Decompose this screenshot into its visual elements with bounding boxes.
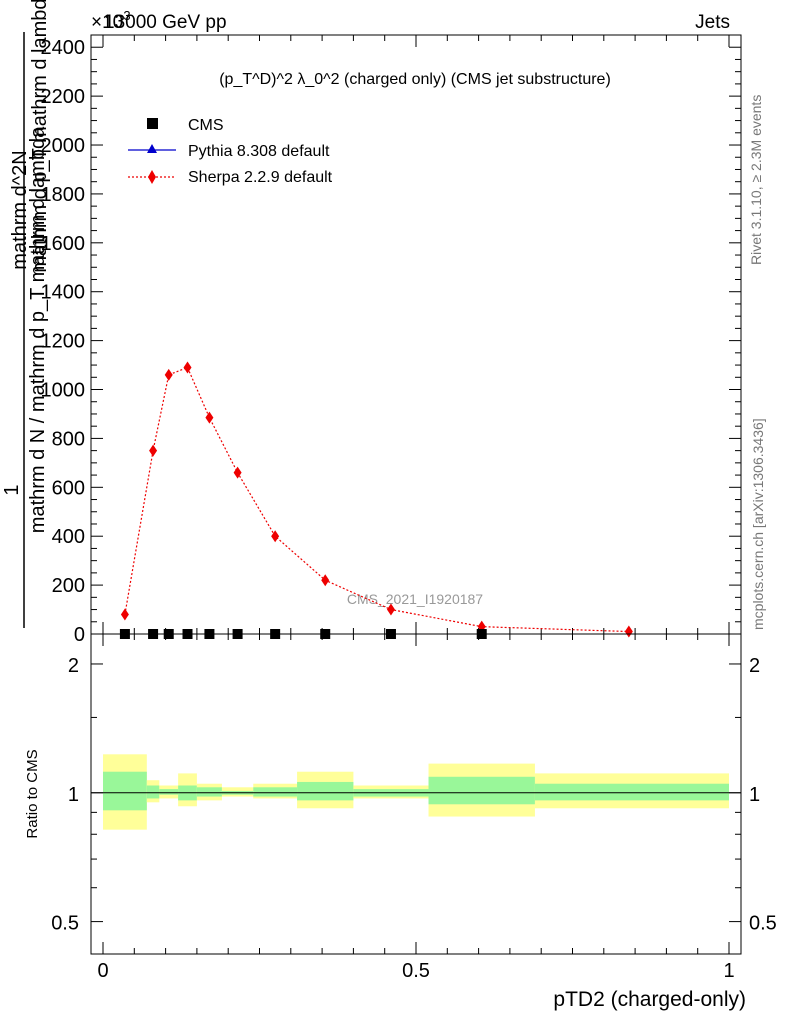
main-y-tick-label: 1400: [41, 282, 86, 304]
mcplots-label: mcplots.cern.ch [arXiv:1306.3436]: [750, 418, 766, 630]
exponent-prefix: ×10: [91, 12, 123, 33]
ratio-band-inner: [196, 787, 222, 797]
main-y-tick-label: 0: [74, 624, 85, 646]
ratio-y-tick-label: 2: [68, 655, 79, 677]
main-y-tick-label: 2400: [41, 37, 86, 59]
y-label-right: mathrm d p_T mathrm d lambda: [29, 0, 51, 273]
sherpa-point: [205, 411, 214, 424]
ratio-x-tick-label: 1: [723, 960, 734, 982]
ratio-band-inner: [297, 781, 354, 801]
main-y-tick-label: 1000: [41, 380, 86, 402]
ratio-band-inner: [534, 783, 729, 801]
main-y-tick-label: 1800: [41, 184, 86, 206]
ratio-x-tick-label: 0.5: [402, 960, 430, 982]
ratio-bands: [103, 754, 729, 830]
energy-label: 13000 GeV pp: [104, 12, 227, 33]
analysis-tag: CMS_2021_I1920187: [347, 591, 483, 607]
ratio-y-tick-label-right: 2: [749, 655, 760, 677]
plot-title: (p_T^D)^2 λ_0^2 (charged only) (CMS jet …: [219, 71, 611, 88]
ratio-y-label: Ratio to CMS: [24, 749, 41, 838]
sherpa-point: [120, 608, 129, 621]
ratio-y-ticks: 0.5 0.5 1 1 2 2: [51, 655, 777, 935]
exponent-value: -3: [119, 8, 131, 23]
main-y-tick-label: 2000: [41, 135, 86, 157]
sherpa-point: [624, 625, 633, 638]
main-panel: 0 200 400 600 800 1000 1200 1400 1600 1800 2000 220…: [41, 34, 742, 646]
ratio-band-inner: [103, 771, 147, 811]
sherpa-point: [321, 574, 330, 587]
sherpa-point: [233, 466, 242, 479]
sherpa-point: [164, 368, 173, 381]
sherpa-point: [386, 603, 395, 616]
sherpa-point: [271, 530, 280, 543]
ratio-x-tick-label: 0: [97, 960, 108, 982]
y-label-denominator: mathrm d N / mathrm d p_T mathrm d lambd…: [27, 126, 49, 533]
ratio-y-tick-label-right: 0.5: [749, 913, 777, 935]
y-label-left: mathrm d^2N: [9, 150, 31, 269]
main-y-ticks: 0 200 400 600 800 1000 1200 1400 1600 1800 2000 220…: [41, 34, 741, 646]
ratio-y-tick-label: 0.5: [51, 913, 79, 935]
ratio-y-tick-label: 1: [68, 784, 79, 806]
main-y-tick-label: 2200: [41, 86, 86, 108]
main-y-tick-label: 1200: [41, 331, 86, 353]
main-y-tick-label: 1600: [41, 233, 86, 255]
x-axis-label: pTD2 (charged-only): [553, 988, 746, 1011]
legend-pythia-marker: [147, 144, 157, 153]
ratio-panel: 0.5 0.51 12 2 0 0.5 1 Ratio to CMS pTD2 (char…: [24, 633, 777, 1011]
main-y-tick-label: 800: [52, 428, 85, 450]
legend-cms-label: CMS: [188, 117, 224, 134]
ratio-x-ticks: 0 0.5 1: [97, 634, 735, 982]
category-label: Jets: [695, 12, 730, 33]
y-label-numerator: 1: [1, 484, 23, 495]
sherpa-point: [149, 444, 158, 457]
ratio-band-inner: [253, 787, 298, 797]
ratio-band-inner: [146, 785, 160, 799]
main-y-tick-label: 400: [52, 526, 85, 548]
main-y-tick-label: 200: [52, 575, 85, 597]
ratio-y-tick-label-right: 1: [749, 784, 760, 806]
main-y-tick-label: 600: [52, 477, 85, 499]
ratio-band-inner: [428, 776, 535, 805]
legend-cms-marker: [147, 118, 158, 129]
legend: CMS Pythia 8.308 default Sherpa 2.2.9 de…: [128, 117, 333, 186]
legend-pythia-label: Pythia 8.308 default: [188, 143, 330, 160]
rivet-label: Rivet 3.1.10, ≥ 2.3M events: [748, 95, 764, 265]
sherpa-point: [183, 361, 192, 374]
ratio-band-inner: [159, 789, 179, 795]
legend-sherpa-label: Sherpa 2.2.9 default: [188, 169, 333, 186]
legend-sherpa-marker: [148, 170, 156, 184]
main-y-axis-label: 1 mathrm d N / mathrm d p_T mathrm d lam…: [1, 0, 51, 628]
